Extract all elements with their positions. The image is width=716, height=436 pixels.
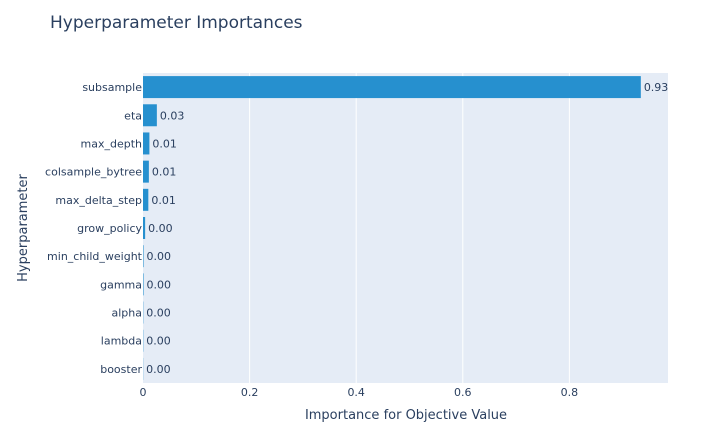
- x-tick-label: 0: [140, 386, 147, 399]
- bar-value-label: 0.03: [160, 109, 185, 122]
- bar-max_depth[interactable]: [143, 132, 150, 155]
- y-tick-label: gamma: [100, 278, 142, 291]
- x-tick-labels: 0 0.2 0.4 0.6 0.8: [140, 386, 579, 399]
- value-labels: 0.93 0.03 0.01 0.01 0.01 0.00 0.00 0.00 0.00 0.00…: [146, 81, 668, 376]
- bar-value-label: 0.00: [148, 222, 173, 235]
- y-tick-label: colsample_bytree: [45, 166, 142, 179]
- x-tick-label: 0.4: [347, 386, 365, 399]
- x-axis-title: Importance for Objective Value: [305, 408, 507, 423]
- y-tick-label: max_delta_step: [55, 194, 142, 207]
- x-tick-label: 0.2: [241, 386, 259, 399]
- bar-value-label: 0.00: [146, 363, 171, 376]
- bar-value-label: 0.01: [152, 137, 177, 150]
- plot-area: [143, 73, 668, 383]
- bar-subsample[interactable]: [143, 76, 641, 99]
- y-tick-label: eta: [124, 109, 142, 122]
- bar-value-label: 0.00: [146, 307, 171, 320]
- bar-value-label: 0.00: [147, 278, 172, 291]
- bars: [143, 76, 641, 380]
- chart-title: Hyperparameter Importances: [50, 13, 303, 33]
- bar-value-label: 0.00: [147, 250, 172, 263]
- grid-lines: [249, 73, 570, 383]
- bar-max_delta_step[interactable]: [143, 188, 149, 211]
- bar-value-label: 0.01: [152, 166, 177, 179]
- x-tick-label: 0.6: [454, 386, 472, 399]
- bar-gamma[interactable]: [143, 273, 144, 296]
- y-tick-label: lambda: [101, 335, 142, 348]
- x-tick-label: 0.8: [561, 386, 579, 399]
- y-tick-label: subsample: [82, 81, 142, 94]
- bar-value-label: 0.93: [644, 81, 669, 94]
- y-tick-label: max_depth: [81, 137, 143, 150]
- y-axis-title: Hyperparameter: [16, 174, 31, 282]
- y-tick-labels: subsample eta max_depth colsample_bytreemax…: [45, 81, 143, 376]
- bar-value-label: 0.01: [151, 194, 176, 207]
- y-tick-label: booster: [100, 363, 142, 376]
- y-tick-label: grow_policy: [77, 222, 142, 235]
- bar-eta[interactable]: [143, 104, 157, 127]
- bar-grow_policy[interactable]: [143, 217, 146, 239]
- y-tick-label: min_child_weight: [47, 250, 143, 263]
- y-tick-label: alpha: [112, 307, 143, 320]
- bar-value-label: 0.00: [146, 335, 171, 348]
- bar-colsample_bytree[interactable]: [143, 160, 149, 183]
- bar-min_child_weight[interactable]: [143, 245, 144, 268]
